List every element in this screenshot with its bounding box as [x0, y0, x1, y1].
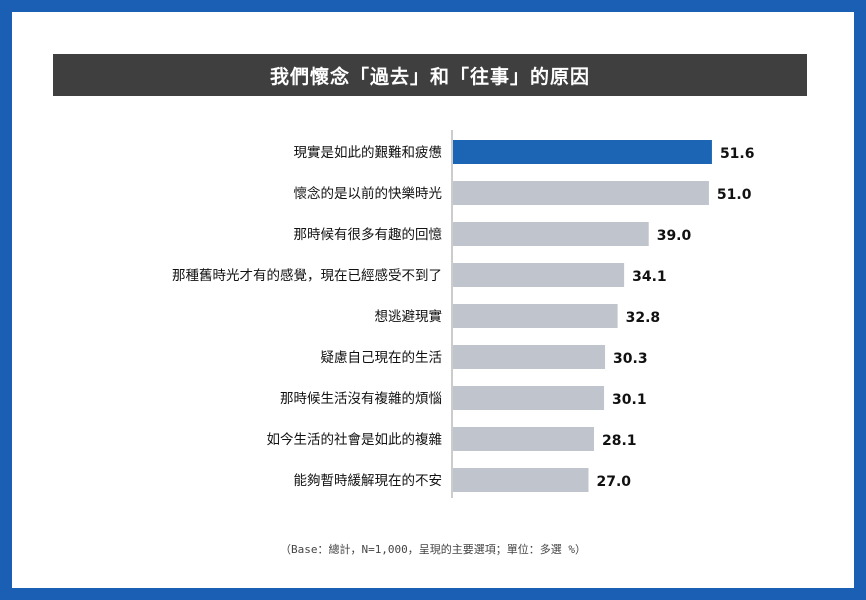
value-label-7: 28.1: [602, 433, 637, 449]
bar-4: [453, 304, 618, 328]
category-label-4: 想逃避現實: [375, 308, 443, 325]
value-label-3: 34.1: [632, 269, 667, 285]
value-label-4: 32.8: [626, 310, 661, 326]
bar-8: [453, 468, 589, 492]
category-label-7: 如今生活的社會是如此的複雜: [267, 431, 443, 448]
bar-5: [453, 345, 606, 369]
bar-0: [453, 140, 712, 164]
category-label-0: 現實是如此的艱難和疲憊: [294, 144, 443, 161]
chart-panel: [12, 12, 854, 588]
title-bar: 我們懷念「過去」和「往事」的原因: [53, 54, 807, 96]
category-label-1: 懷念的是以前的快樂時光: [294, 185, 443, 202]
category-label-6: 那時候生活沒有複雜的煩惱: [280, 390, 442, 407]
value-label-8: 27.0: [596, 474, 631, 490]
bar-1: [453, 181, 709, 205]
category-label-2: 那時候有很多有趣的回憶: [294, 226, 443, 243]
value-label-1: 51.0: [717, 187, 752, 203]
value-label-6: 30.1: [612, 392, 647, 408]
category-label-8: 能夠暫時緩解現在的不安: [294, 473, 443, 489]
category-label-5: 疑慮自己現在的生活: [321, 350, 443, 366]
bar-6: [453, 386, 605, 410]
bar-7: [453, 427, 595, 451]
bar-3: [453, 263, 625, 287]
value-label-0: 51.6: [720, 146, 755, 162]
category-label-3: 那種舊時光才有的感覺，現在已經感受不到了: [172, 267, 442, 284]
bar-2: [453, 222, 649, 246]
chart-title: 我們懷念「過去」和「往事」的原因: [269, 65, 590, 88]
value-label-2: 39.0: [657, 228, 692, 244]
value-label-5: 30.3: [613, 351, 648, 367]
base-note: （Base：總計，N=1,000，呈現的主要選項；單位：多選 %）: [279, 543, 587, 556]
